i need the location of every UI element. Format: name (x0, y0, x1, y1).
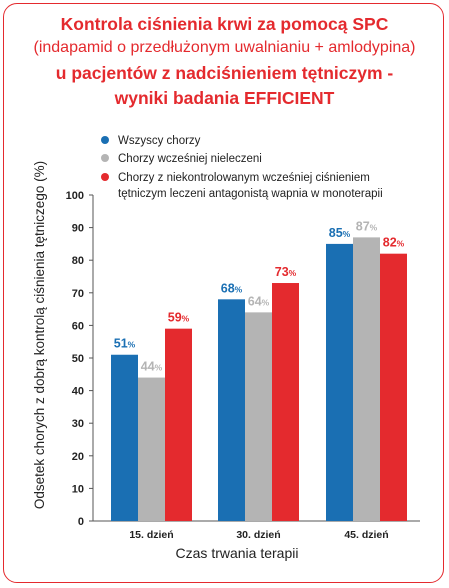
data-label-suffix: % (370, 222, 378, 232)
data-label: 87% (356, 219, 378, 233)
data-label: 59% (168, 311, 190, 325)
data-label-suffix: % (235, 284, 243, 294)
legend: Wszyscy chorzy Chorzy wcześniej nieleczen… (101, 135, 383, 200)
data-label-value: 68 (221, 281, 235, 295)
y-tick-label: 10 (72, 483, 84, 495)
y-tick-label: 70 (72, 288, 84, 300)
bar (245, 312, 272, 521)
data-label-value: 73 (275, 265, 289, 279)
bars: 51%68%85%44%64%87%59%73%82% (111, 219, 407, 521)
y-tick-label: 40 (72, 386, 84, 398)
data-label-suffix: % (289, 268, 297, 278)
data-label-value: 87 (356, 219, 370, 233)
bar (138, 377, 165, 521)
x-tick-label: 45. dzień (344, 529, 388, 541)
bar (165, 328, 192, 521)
data-label-suffix: % (155, 363, 163, 373)
y-axis-label: Odsetek chorych z dobrą kontrolą ciśnien… (32, 161, 47, 509)
data-label-value: 82 (383, 236, 397, 250)
legend-marker (101, 136, 109, 144)
data-label: 68% (221, 281, 243, 295)
legend-label-line: Chorzy z niekontrolowanym wcześniej ciśn… (118, 172, 370, 184)
y-tick-label: 100 (66, 190, 84, 202)
y-tick-label: 0 (78, 516, 84, 528)
y-tick-label: 90 (72, 223, 84, 235)
y-tick-label: 30 (72, 418, 84, 430)
data-label-suffix: % (397, 239, 405, 249)
data-label-value: 59 (168, 311, 182, 325)
x-axis-ticks: 15. dzień 30. dzień 45. dzień (129, 529, 388, 541)
legend-label: Chorzy wcześniej nieleczeni (118, 153, 262, 165)
data-label: 64% (248, 294, 270, 308)
data-label-suffix: % (343, 229, 351, 239)
bar (353, 237, 380, 521)
legend-label-line: tętniczym leczeni antagonistą wapnia w m… (118, 188, 383, 200)
data-label: 51% (114, 337, 136, 351)
legend-label: Wszyscy chorzy (118, 135, 201, 147)
data-label-suffix: % (128, 340, 136, 350)
x-tick-label: 15. dzień (129, 529, 173, 541)
data-label: 85% (329, 226, 351, 240)
data-label-value: 51 (114, 337, 128, 351)
chart-title-line-4: wyniki badania EFFICIENT (114, 88, 335, 108)
bar (218, 299, 245, 521)
bar (380, 253, 407, 521)
bar (111, 354, 138, 521)
data-label: 82% (383, 236, 405, 250)
chart-title-line-2: (indapamid o przedłużonym uwalnianiu + a… (33, 39, 416, 56)
x-tick-label: 30. dzień (236, 529, 280, 541)
y-tick-label: 50 (72, 353, 84, 365)
bar (326, 243, 353, 521)
legend-marker (101, 154, 109, 162)
y-tick-label: 20 (72, 451, 84, 463)
x-axis-label: Czas trwania terapii (176, 545, 299, 561)
chart-title-line-1: Kontrola ciśnienia krwi za pomocą SPC (60, 14, 389, 34)
bar (272, 283, 299, 521)
data-label: 44% (141, 360, 163, 374)
data-label-value: 44 (141, 360, 155, 374)
y-axis-ticks: 0 10 20 30 40 50 60 70 80 90 100 (66, 190, 93, 528)
legend-label: Chorzy z niekontrolowanym wcześniej ciśn… (118, 172, 383, 200)
data-label-value: 64 (248, 294, 262, 308)
data-label: 73% (275, 265, 297, 279)
y-tick-label: 80 (72, 255, 84, 267)
data-label-suffix: % (182, 314, 190, 324)
data-label-suffix: % (262, 297, 270, 307)
legend-marker (101, 173, 109, 181)
y-tick-label: 60 (72, 320, 84, 332)
chart-title-line-3: u pacjentów z nadciśnieniem tętniczym - (55, 63, 394, 83)
data-label-value: 85 (329, 226, 343, 240)
